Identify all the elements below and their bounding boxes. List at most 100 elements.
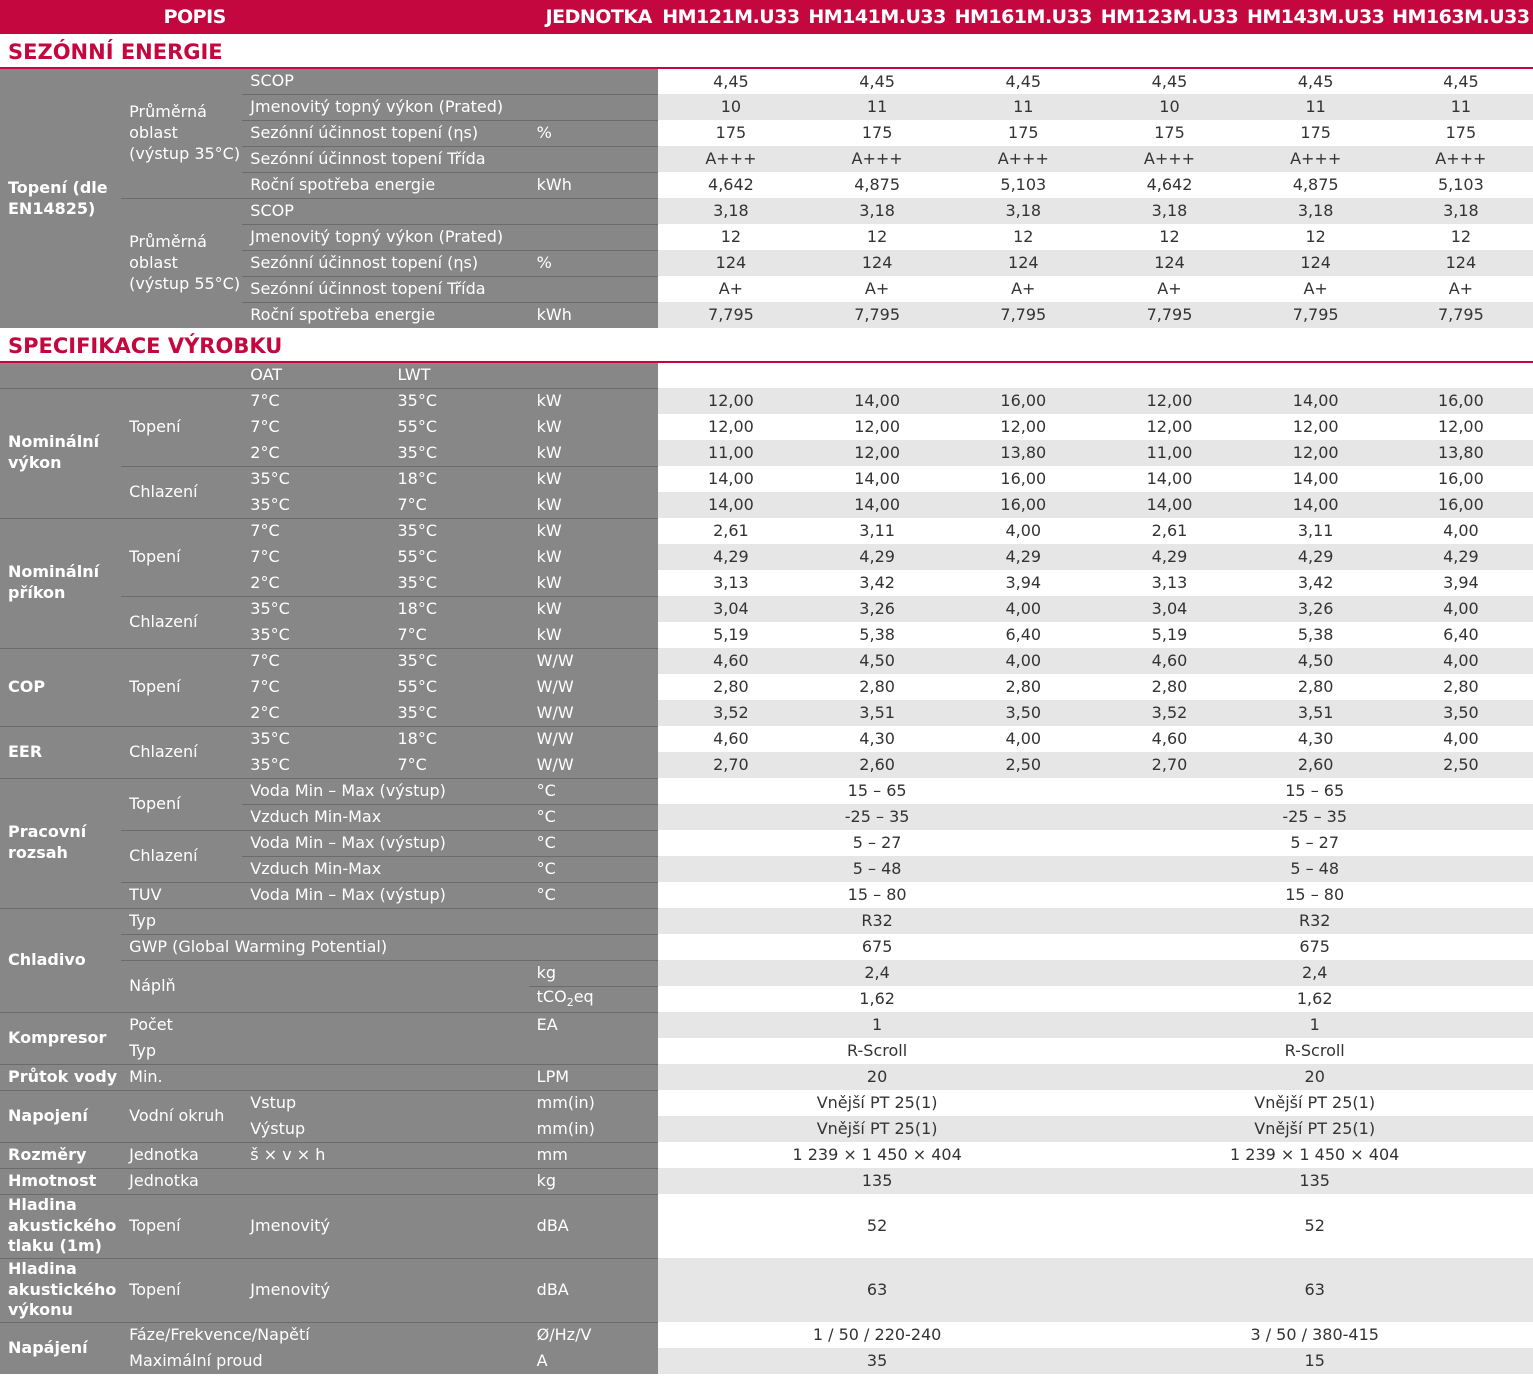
- unit-cell: [528, 361, 658, 388]
- value-cell: 12: [657, 224, 805, 250]
- table-row: 7°C 55°C kW 12,00 12,00 12,00 12,00 12,00 12,00: [0, 414, 1533, 440]
- value-cell: R-Scroll: [1096, 1038, 1533, 1064]
- value-cell: 14,00: [1242, 466, 1389, 492]
- value-cell: 4,29: [1388, 544, 1533, 570]
- row-label: Voda Min – Max (výstup): [242, 829, 529, 856]
- row-label: Sezónní účinnost topení Třída: [242, 275, 529, 302]
- value-cell: 6,40: [1388, 622, 1533, 648]
- value-cell: 16,00: [1388, 466, 1533, 492]
- value-cell: 3,18: [657, 198, 805, 224]
- group-label: Topení (dle EN14825): [0, 67, 122, 328]
- value-cell: 12,00: [804, 414, 951, 440]
- value-cell: 3,18: [1242, 198, 1389, 224]
- value-cell: 4,45: [657, 68, 805, 94]
- table-row: Typ R-Scroll R-Scroll: [0, 1038, 1533, 1064]
- unit-cell: °C: [528, 829, 658, 856]
- value-cell: [657, 362, 1533, 388]
- value-cell: 4,00: [1388, 726, 1533, 752]
- value-cell: 4,50: [1242, 648, 1389, 674]
- value-cell: A+: [1096, 276, 1243, 302]
- value-cell: Vnější PT 25(1): [1096, 1116, 1533, 1142]
- value-cell: R-Scroll: [657, 1038, 1097, 1064]
- value-cell: 14,00: [1242, 492, 1389, 518]
- value-cell: 175: [657, 120, 805, 146]
- section-title-seasonal: SEZÓNNÍ ENERGIE: [0, 34, 1533, 69]
- unit-cell: [528, 907, 658, 934]
- value-cell: 2,80: [1388, 674, 1533, 700]
- value-cell: 12,00: [1242, 414, 1389, 440]
- value-cell: 14,00: [804, 466, 951, 492]
- value-cell: 20: [657, 1064, 1097, 1090]
- value-cell: 12: [950, 224, 1097, 250]
- unit-cell: kW: [528, 517, 658, 544]
- lwt-cell: 55°C: [389, 674, 529, 700]
- value-cell: 5,103: [950, 172, 1097, 198]
- lwt-cell: 7°C: [389, 622, 529, 648]
- value-cell: A+++: [657, 146, 805, 172]
- value-cell: 2,60: [804, 752, 951, 778]
- header-model: HM161M.U33: [950, 0, 1097, 34]
- unit-cell: EA: [528, 1011, 658, 1038]
- row-label: SCOP: [242, 67, 529, 94]
- lwt-cell: 55°C: [389, 414, 529, 440]
- subgroup-label: Topení: [121, 387, 243, 466]
- seasonal-energy-section: SEZÓNNÍ ENERGIE Topení (dle EN14825) Průmě…: [0, 34, 1533, 328]
- subgroup-label: Vodní okruh: [121, 1089, 243, 1142]
- value-cell: 4,45: [950, 68, 1097, 94]
- oat-cell: 7°C: [242, 414, 390, 440]
- unit-cell: kW: [528, 622, 658, 648]
- value-cell: -25 – 35: [657, 804, 1097, 830]
- value-cell: 3,51: [1242, 700, 1389, 726]
- value-cell: A+++: [1096, 146, 1243, 172]
- value-cell: 4,00: [950, 596, 1097, 622]
- subgroup-label: Průměrná oblast (výstup 55°C): [121, 197, 243, 328]
- value-cell: 4,875: [804, 172, 951, 198]
- value-cell: -25 – 35: [1096, 804, 1533, 830]
- value-cell: 4,50: [804, 648, 951, 674]
- unit-cell: W/W: [528, 700, 658, 726]
- value-cell: 1,62: [1096, 986, 1533, 1012]
- value-cell: 16,00: [1388, 492, 1533, 518]
- table-row: tCO2eq 1,62 1,62: [0, 985, 1533, 1012]
- value-cell: 13,80: [1388, 440, 1533, 466]
- table-row: Výstup mm(in) Vnější PT 25(1) Vnější PT 25(…: [0, 1116, 1533, 1142]
- value-cell: 11,00: [1096, 440, 1243, 466]
- table-row: Nominální výkon Topení 7°C 35°C kW 12,00 14,00…: [0, 387, 1533, 518]
- header-jednotka: JEDNOTKA: [389, 0, 658, 34]
- unit-cell: kW: [528, 440, 658, 466]
- value-cell: 16,00: [1388, 388, 1533, 414]
- value-cell: 20: [1096, 1064, 1533, 1090]
- oat-cell: 35°C: [242, 622, 390, 648]
- unit-cell: W/W: [528, 752, 658, 778]
- unit-cell: W/W: [528, 647, 658, 674]
- group-label: EER: [0, 725, 122, 778]
- row-label: Sezónní účinnost topení (ηs): [242, 249, 529, 276]
- row-label: Roční spotřeba energie: [242, 301, 529, 328]
- value-cell: 2,61: [1096, 518, 1243, 544]
- oat-cell: 7°C: [242, 544, 390, 570]
- unit-cell: dBA: [528, 1193, 658, 1258]
- lwt-cell: 7°C: [389, 492, 529, 518]
- table-row: 35°C 7°C kW 5,19 5,38 6,40 5,19 5,38 6,40: [0, 622, 1533, 648]
- value-cell: 3,04: [657, 596, 805, 622]
- table-row: Vzduch Min-Max °C -25 – 35 -25 – 35: [0, 803, 1533, 830]
- value-cell: 4,29: [950, 544, 1097, 570]
- oat-cell: 7°C: [242, 517, 390, 544]
- row-label: Jmenovitý: [242, 1257, 529, 1322]
- value-cell: 7,795: [657, 302, 805, 328]
- value-cell: 5 – 27: [1096, 830, 1533, 856]
- value-cell: 14,00: [657, 466, 805, 492]
- section-row: SEZÓNNÍ ENERGIE: [0, 34, 1533, 69]
- value-cell: 3,94: [950, 570, 1097, 596]
- value-cell: 13,80: [950, 440, 1097, 466]
- value-cell: 6,40: [950, 622, 1097, 648]
- table-row: Chlazení 35°C 18°C kW 3,04 3,26 4,00 3,04 3,26 4,…: [0, 595, 1533, 648]
- value-cell: 4,60: [1096, 726, 1243, 752]
- value-cell: 4,00: [1388, 518, 1533, 544]
- value-cell: 3,50: [950, 700, 1097, 726]
- value-cell: 5,19: [1096, 622, 1243, 648]
- value-cell: 11: [804, 94, 951, 120]
- value-cell: A+: [804, 276, 951, 302]
- unit-cell: [528, 197, 658, 224]
- row-label: š × v × h: [242, 1141, 529, 1168]
